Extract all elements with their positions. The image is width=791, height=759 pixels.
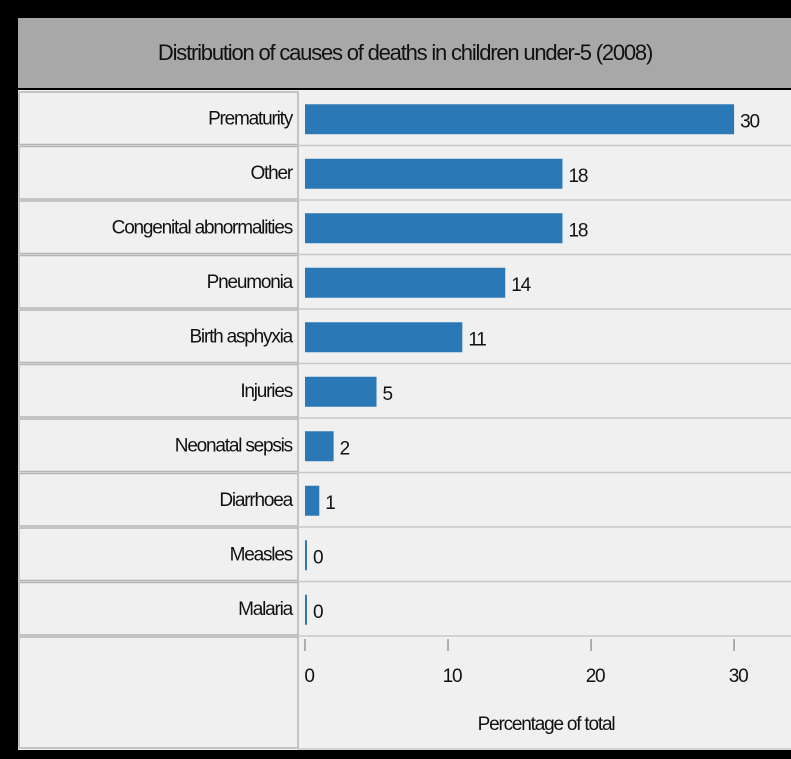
category-label: Prematurity	[208, 108, 294, 129]
bar	[305, 376, 377, 407]
value-label: 14	[511, 275, 531, 296]
category-label: Birth asphyxia	[189, 326, 293, 347]
category-label: Congenital abnormalities	[112, 217, 293, 238]
chart-title: Distribution of causes of deaths in chil…	[158, 40, 652, 65]
bar	[305, 158, 563, 189]
label-cell	[18, 418, 299, 473]
bar	[305, 540, 307, 571]
bar	[305, 431, 334, 462]
bar	[305, 485, 320, 516]
label-cell	[18, 636, 299, 749]
title-bar	[18, 18, 791, 88]
bar	[305, 594, 307, 625]
x-tick-label: 10	[443, 666, 462, 687]
bar	[305, 267, 506, 298]
x-axis-label: Percentage of total	[478, 714, 615, 735]
label-cell	[18, 527, 299, 582]
value-label: 30	[740, 111, 759, 132]
label-cell	[18, 145, 299, 200]
value-label: 11	[468, 329, 486, 350]
category-label: Other	[250, 163, 293, 184]
category-label: Pneumonia	[207, 272, 294, 293]
category-label: Diarrhoea	[219, 490, 293, 511]
value-label: 0	[313, 547, 323, 568]
value-label: 1	[325, 493, 335, 514]
bar	[305, 213, 563, 244]
category-label: Measles	[230, 544, 293, 565]
x-tick-label: 0	[304, 666, 314, 687]
label-cell	[18, 309, 299, 364]
value-label: 18	[568, 220, 587, 241]
value-label: 2	[340, 438, 350, 459]
category-label: Injuries	[240, 381, 292, 402]
category-label: Neonatal sepsis	[175, 435, 293, 456]
label-cell	[18, 581, 299, 636]
category-label: Malaria	[238, 599, 294, 620]
label-cell	[18, 200, 299, 255]
label-cell	[18, 363, 299, 418]
bar	[305, 322, 463, 353]
x-tick-label: 20	[586, 666, 605, 687]
bar	[305, 104, 735, 135]
label-cell	[18, 472, 299, 527]
value-label: 18	[568, 166, 587, 187]
x-tick-label: 30	[729, 666, 748, 687]
value-label: 0	[313, 602, 323, 623]
label-cell	[18, 91, 299, 146]
label-cell	[18, 254, 299, 309]
value-label: 5	[383, 384, 393, 405]
